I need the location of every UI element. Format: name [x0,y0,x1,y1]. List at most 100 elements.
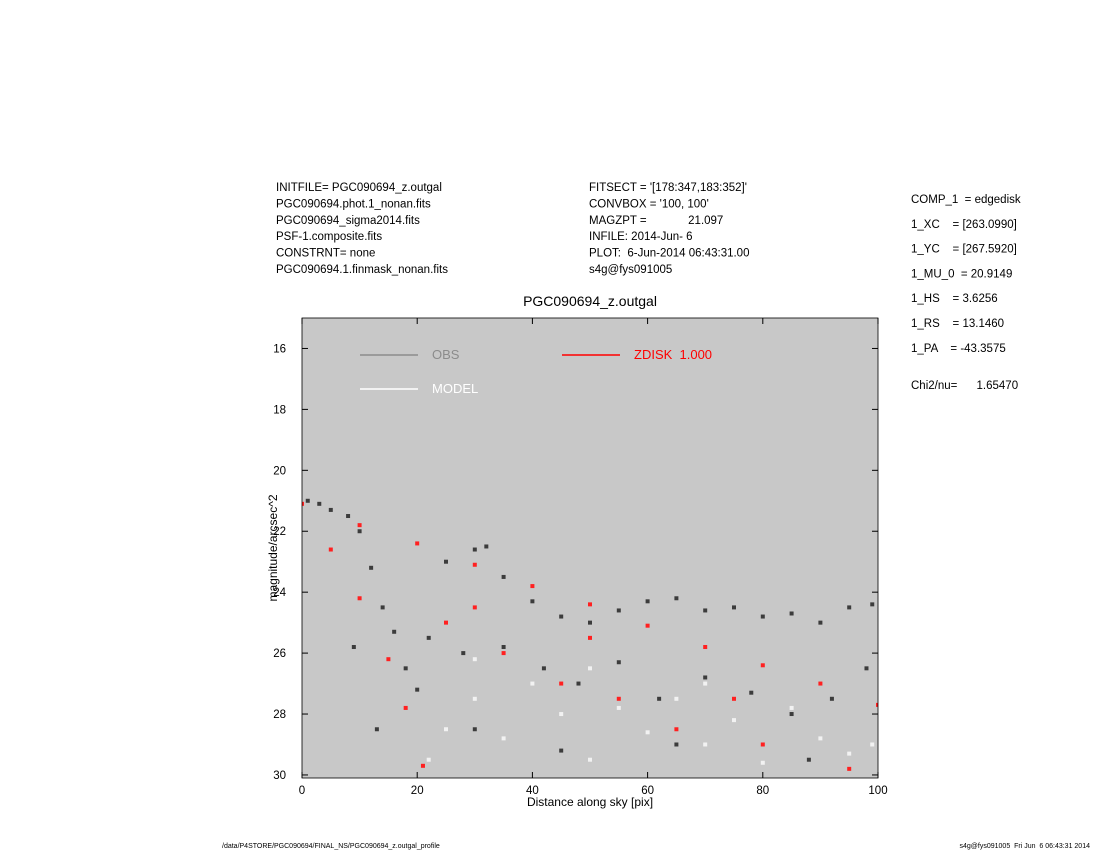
plot-background [302,318,878,778]
point [346,514,351,519]
plot-frame [301,317,879,779]
point [732,696,736,701]
point [703,681,708,686]
point [876,702,878,707]
header-line: 1_YC = [267.5920] [911,244,1017,256]
point [789,611,794,616]
point [501,574,506,579]
point [749,690,754,695]
x-tick-label: 100 [868,785,887,797]
y-tick-label: 26 [273,648,286,660]
point [829,696,834,701]
point [415,687,420,692]
y-axis-label: magnitude/arcsec^2 [266,494,280,601]
point [392,629,397,634]
point [616,705,621,710]
point [645,623,650,628]
x-tick-label: 60 [641,785,654,797]
y-tick-label: 20 [273,465,286,477]
header-line: 1_XC = [263.0990] [911,219,1017,231]
point [403,705,408,710]
header-line: s4g@fys091005 [589,264,672,276]
point [472,727,477,732]
point [864,666,869,671]
point [317,501,322,506]
point [501,645,506,650]
point [674,596,679,601]
header-line: PLOT: 6-Jun-2014 06:43:31.00 [589,248,749,260]
header-line: 1_PA = -43.3575 [911,343,1006,355]
y-tick-label: 18 [273,404,286,416]
point [357,529,362,534]
point [530,681,535,686]
point [703,742,708,747]
point [426,757,431,762]
header-line: CONSTRNT= none [276,248,375,260]
plot-marks [302,498,878,771]
point [760,663,765,668]
point [818,620,823,625]
point [588,602,592,607]
point [847,605,852,610]
chart-title: PGC090694_z.outgal [523,293,657,309]
point [302,501,304,506]
point [657,696,662,701]
header-line: INFILE: 2014-Jun- 6 [589,231,693,243]
header-line: 1_RS = 13.1460 [911,318,1004,330]
point [472,562,477,567]
point [870,602,875,607]
point [501,736,506,741]
point [588,635,592,640]
point [559,614,564,619]
point [674,742,679,747]
point [870,742,875,747]
header-line: 1_HS = 3.6256 [911,293,998,305]
point [501,651,506,656]
point [472,657,477,662]
chi-square: Chi2/nu= 1.65470 [911,380,1018,392]
header-line: INITFILE= PGC090694_z.outgal [276,182,442,194]
point [806,757,811,762]
point [461,651,466,656]
point [588,620,592,625]
point [559,681,564,686]
point [357,523,362,528]
footer-stamp: s4g@fys091005 Fri Jun 6 06:43:31 2014 [960,843,1091,850]
point [645,599,650,604]
y-tick-label: 22 [273,526,286,538]
header-line: PGC090694.1.finmask_nonan.fits [276,264,448,276]
point [369,565,374,570]
y-tick-label: 28 [273,709,286,721]
point [760,760,765,765]
header-line: PSF-1.composite.fits [276,231,382,243]
point [559,712,564,717]
point [847,751,852,756]
point [328,547,333,552]
point [732,605,736,610]
x-tick-label: 20 [411,785,424,797]
point [818,681,823,686]
point [530,584,535,589]
x-tick-label: 80 [756,785,769,797]
point [588,666,592,671]
point [530,599,535,604]
header-line: FITSECT = '[178:347,183:352]' [589,182,747,194]
point [789,705,794,710]
header-line: CONVBOX = '100, 100' [589,198,709,210]
point [818,736,823,741]
point [403,666,408,671]
point [559,748,564,753]
point [305,498,310,503]
point [484,544,489,549]
header-line: PGC090694.phot.1_nonan.fits [276,198,431,210]
header-line: PGC090694_sigma2014.fits [276,215,420,227]
point [380,605,385,610]
point [616,608,621,613]
header-line: COMP_1 = edgedisk [911,194,1021,206]
point [472,696,477,701]
header-line: 1_MU_0 = 20.9149 [911,268,1012,280]
x-axis-label: Distance along sky [pix] [527,795,653,809]
point [674,727,679,732]
point [415,541,420,546]
y-tick-label: 24 [273,587,286,599]
